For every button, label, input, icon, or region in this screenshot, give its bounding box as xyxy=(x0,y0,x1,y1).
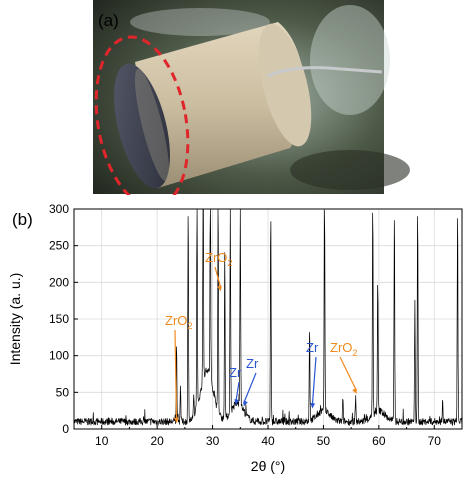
annotation-zro2-1: ZrO2 xyxy=(205,250,232,292)
xrd-chart-panel: (b) 10 20 30 40 50 60 70 0 50 100 150 200 250 300 ZrO… xyxy=(0,195,474,483)
y-tick-label: 150 xyxy=(49,312,69,326)
y-tick-label: 300 xyxy=(49,202,69,216)
panel-a-label: (a) xyxy=(98,11,119,30)
annotation-arrow xyxy=(339,356,358,392)
plot-frame xyxy=(73,208,463,430)
sample-photo-panel: (a) xyxy=(0,0,474,209)
x-tick-label: 50 xyxy=(317,434,331,448)
annotation-arrowhead xyxy=(174,417,179,424)
annotation-arrow xyxy=(243,372,257,404)
x-tick-label: 60 xyxy=(372,434,386,448)
annotation-arrowhead xyxy=(352,388,357,394)
y-tick-label: 250 xyxy=(49,239,69,253)
annotation-arrowhead xyxy=(310,402,316,409)
y-tick-label: 50 xyxy=(56,385,70,399)
chart-annotations: ZrO2 ZrO2 Zr Zr Zr ZrO2 xyxy=(165,250,357,424)
panel-b-label: (b) xyxy=(12,210,33,229)
x-axis-label: 2θ (°) xyxy=(251,458,285,474)
ceramic-sample-icon xyxy=(114,22,312,189)
x-tick-label: 70 xyxy=(428,434,442,448)
chart-grid xyxy=(74,208,462,430)
x-tick-label: 30 xyxy=(206,434,220,448)
annotation-arrow xyxy=(235,381,240,403)
annotation-arrowhead xyxy=(234,399,240,405)
annotation-arrowhead xyxy=(243,400,248,407)
y-tick-label: 0 xyxy=(62,422,69,436)
x-tick-label: 20 xyxy=(150,434,164,448)
annotation-zro2-0: ZrO2 xyxy=(165,313,192,424)
wire-holder-icon xyxy=(267,66,383,78)
x-tick-label: 10 xyxy=(95,434,109,448)
annotation-label: ZrO2 xyxy=(205,250,232,268)
annotation-arrow xyxy=(311,356,317,406)
chart-ticks: 10 20 30 40 50 60 70 0 50 100 150 200 250 300 xyxy=(49,202,463,448)
annotation-arrowhead xyxy=(217,285,222,292)
annotation-zr-4: Zr xyxy=(306,340,319,409)
highlight-ellipse xyxy=(94,35,190,209)
annotation-zr-3: Zr xyxy=(243,356,259,407)
annotation-label: Zr xyxy=(306,340,319,355)
y-tick-label: 200 xyxy=(49,275,69,289)
annotation-label: ZrO2 xyxy=(330,340,357,358)
y-axis-label: Intensity (a. u.) xyxy=(7,273,23,366)
xrd-pattern-line xyxy=(73,208,463,427)
annotation-arrow xyxy=(174,329,178,421)
annotation-label: Zr xyxy=(246,356,259,371)
xrd-chart: (b) 10 20 30 40 50 60 70 0 50 100 150 200 250 300 ZrO… xyxy=(7,202,463,474)
chart-data-layer xyxy=(73,208,463,427)
annotation-label: Zr xyxy=(229,365,242,380)
sample-photo: (a) xyxy=(93,0,410,209)
annotation-label: ZrO2 xyxy=(165,313,192,331)
annotation-zro2-5: ZrO2 xyxy=(330,340,357,394)
annotation-arrow xyxy=(214,266,222,289)
annotation-zr-2: Zr xyxy=(229,365,242,405)
x-tick-label: 40 xyxy=(261,434,275,448)
y-tick-label: 100 xyxy=(49,349,69,363)
